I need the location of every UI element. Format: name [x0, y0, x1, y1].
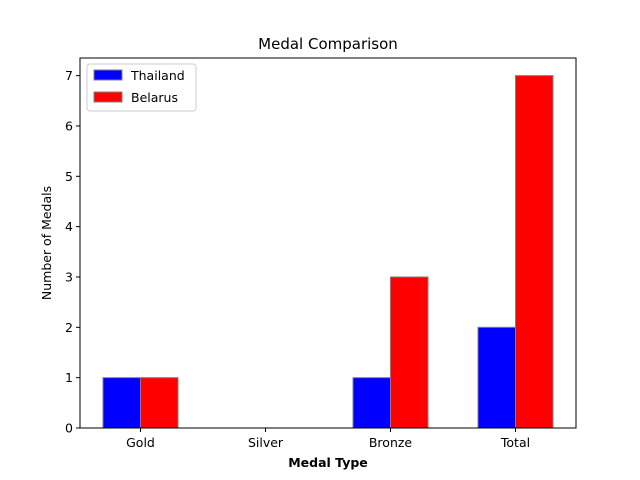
axes-spines [79, 57, 577, 429]
y-tick-label: 7 [65, 68, 73, 83]
bars-layer [102, 75, 554, 429]
bar-belarus-bronze [390, 276, 429, 429]
y-axis-ticks: 0 1 2 3 4 5 6 7 [65, 68, 80, 436]
x-tick-label-total: Total [500, 435, 530, 450]
bar-thailand-gold [102, 377, 141, 429]
y-tick-label: 1 [65, 370, 73, 385]
y-tick-label: 2 [65, 320, 73, 335]
legend-label-belarus: Belarus [131, 90, 178, 105]
bar-belarus-total [515, 75, 554, 429]
y-tick-label: 3 [65, 269, 73, 284]
y-tick-label: 5 [65, 169, 73, 184]
x-tick-label-gold: Gold [126, 435, 155, 450]
legend-label-thailand: Thailand [130, 68, 185, 83]
x-tick-label-silver: Silver [248, 435, 284, 450]
x-axis-label: Medal Type [288, 455, 368, 470]
legend-swatch-belarus [93, 91, 123, 103]
bar-thailand-bronze [352, 377, 391, 429]
bar-belarus-gold [140, 377, 179, 429]
y-tick-label: 6 [65, 118, 73, 133]
y-axis-label: Number of Medals [39, 186, 54, 300]
x-axis-ticks: Gold Silver Bronze Total [126, 428, 530, 450]
y-tick-label: 4 [65, 219, 73, 234]
chart-title: Medal Comparison [258, 35, 398, 53]
legend-swatch-thailand [93, 69, 123, 81]
bar-thailand-total [477, 326, 516, 429]
legend: Thailand Belarus [86, 63, 197, 112]
x-tick-label-bronze: Bronze [369, 435, 413, 450]
axes-frame [79, 57, 577, 429]
y-tick-label: 0 [65, 421, 73, 436]
